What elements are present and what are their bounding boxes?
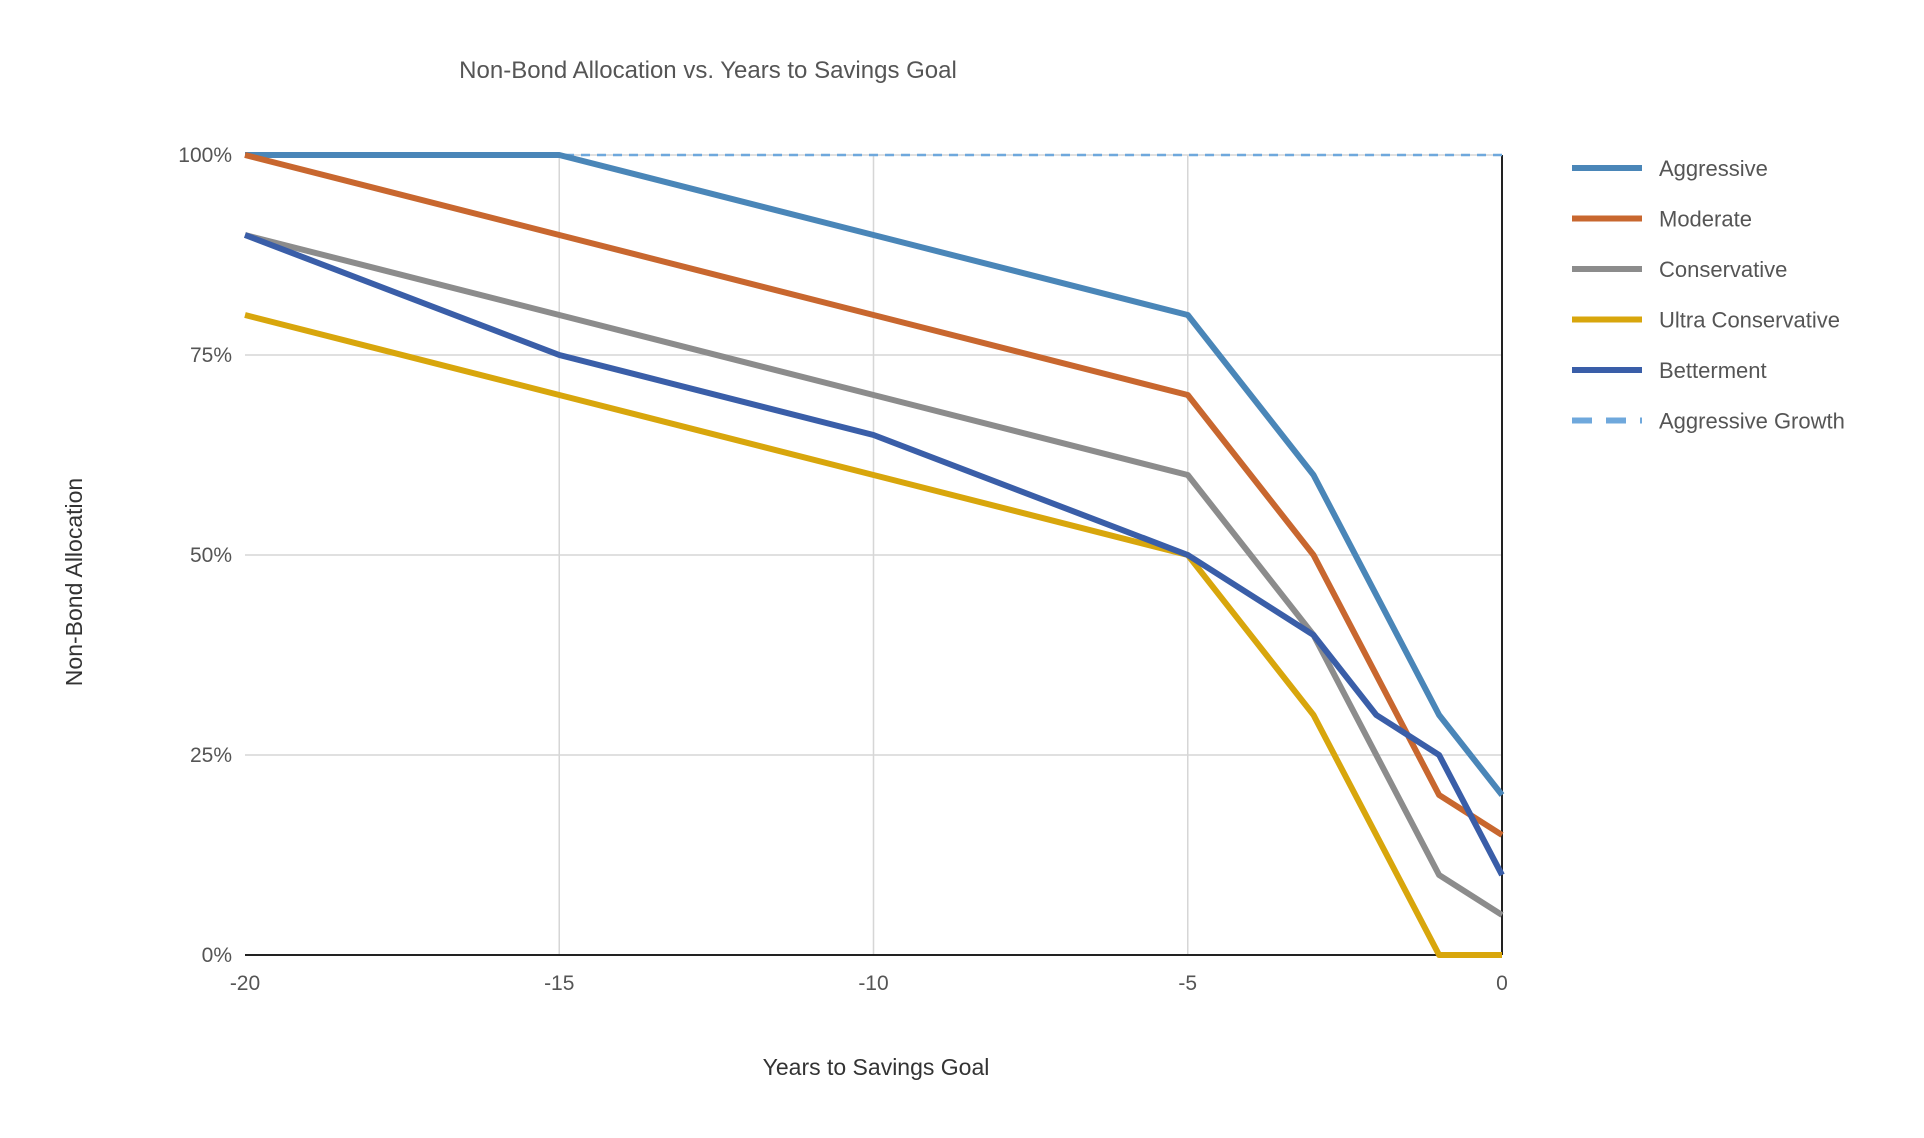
series-line-betterment [243,232,1505,877]
legend-label: Betterment [1659,358,1767,383]
x-tick-label: -10 [858,972,888,995]
y-tick-label: 0% [202,944,232,967]
x-tick-label: -15 [544,972,574,995]
x-tick-label: 0 [1496,972,1508,995]
legend-label: Conservative [1659,257,1787,282]
series-lines [243,152,1505,958]
y-tick-label: 100% [178,144,232,167]
legend-label: Aggressive Growth [1659,409,1845,434]
x-tick-label: -5 [1178,972,1197,995]
legend-label: Ultra Conservative [1659,308,1840,333]
y-tick-label: 75% [190,344,232,367]
x-axis-ticks: -20 -15 -10 -5 0 [230,972,1508,995]
series-line-aggressive [245,152,1505,797]
y-axis-title: Non-Bond Allocation [61,478,87,686]
axes [245,155,1503,956]
legend-label: Moderate [1659,207,1752,232]
y-tick-label: 50% [190,544,232,567]
x-tick-label: -20 [230,972,260,995]
y-tick-label: 25% [190,744,232,767]
series-line-moderate [244,152,1504,838]
chart-title: Non-Bond Allocation vs. Years to Savings… [459,57,957,84]
series-line-conservative [244,232,1504,918]
y-axis-ticks: 0% 25% 50% 75% 100% [178,144,232,967]
legend: Aggressive Moderate Conservative Ultra Cons… [1572,156,1845,434]
legend-label: Aggressive [1659,156,1768,181]
x-axis-title: Years to Savings Goal [763,1054,990,1080]
